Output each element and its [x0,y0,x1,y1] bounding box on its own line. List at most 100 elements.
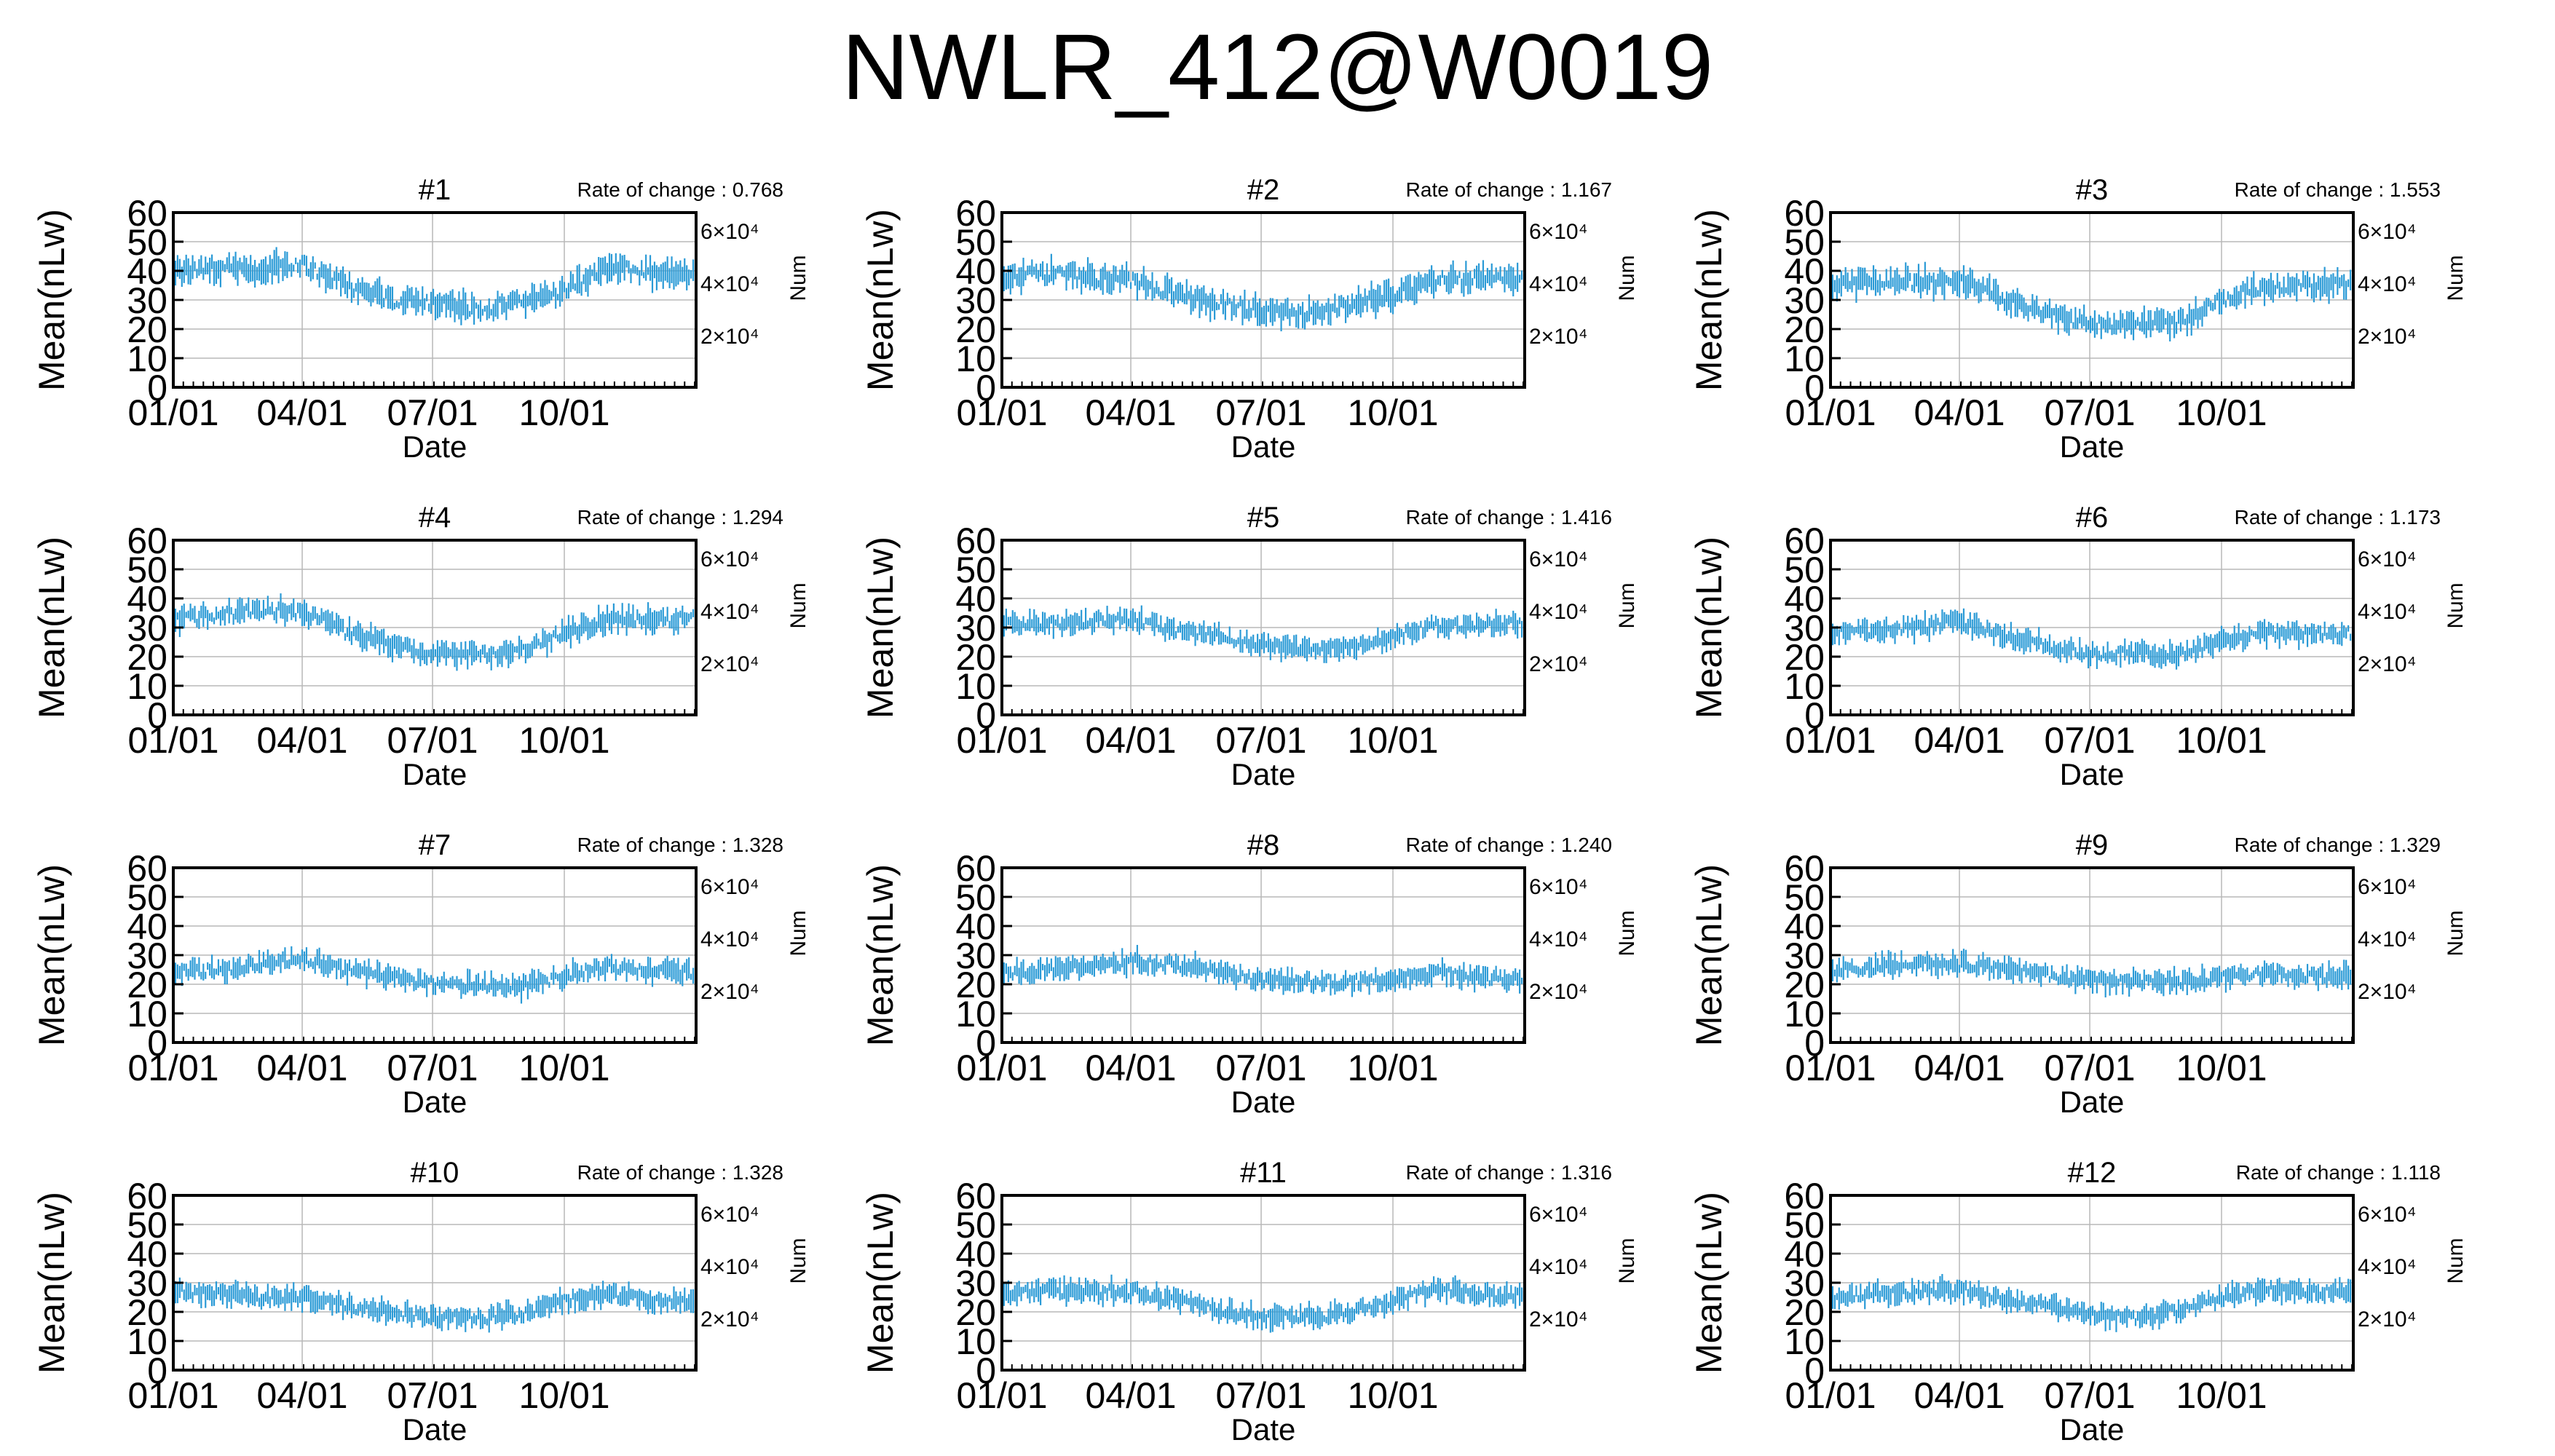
rate-prefix: Rate of change : [2235,506,2390,529]
y-tick-label: 50 [955,550,996,590]
x-tick-label: 01/01 [127,392,218,433]
y2-tick-label: 4×10⁴ [700,1255,759,1279]
x-tick-label: 04/01 [1085,1375,1176,1416]
y2-tick-label: 4×10⁴ [2358,600,2416,624]
gridlines [173,1195,696,1370]
series-data [1000,605,1525,663]
y-tick-label: 10 [1784,994,1825,1034]
rate-prefix: Rate of change : [2235,178,2390,201]
x-tick-label: 07/01 [2044,392,2135,433]
x-tick-label: 10/01 [1347,720,1438,761]
rate-value: 0.768 [732,178,783,201]
x-tick-label: 10/01 [2176,1048,2267,1088]
x-tick-label: 01/01 [956,720,1047,761]
y-tick-label: 30 [955,608,996,649]
x-tick-label: 01/01 [127,1375,218,1416]
minor-ticks [182,709,696,715]
y2-tick-label: 2×10⁴ [2358,1307,2416,1332]
y-tick-label: 20 [955,965,996,1005]
y-tick-label: 50 [127,550,167,590]
minor-ticks [182,381,696,387]
y-tick-label: 20 [1784,637,1825,678]
rate-of-change: Rate of change : 1.240 [1406,834,1612,856]
y-tick-label: 60 [955,1176,996,1216]
y2-axis-label: Num [2444,582,2468,628]
y2-tick-label: 6×10⁴ [2358,875,2416,899]
x-tick-label: 10/01 [518,1048,609,1088]
x-tick-label: 01/01 [1785,392,1876,433]
y-tick-label: 60 [1784,521,1825,561]
x-tick-label: 07/01 [1215,1048,1306,1088]
rate-value: 1.240 [1561,834,1612,856]
y-tick-label: 20 [127,965,167,1005]
x-tick-label: 10/01 [1347,1048,1438,1088]
y-tick-label: 20 [955,637,996,678]
y2-axis-label: Num [1615,910,1639,956]
y-tick-label: 20 [955,1292,996,1333]
rate-of-change: Rate of change : 1.329 [2235,834,2441,856]
y-tick-label: 10 [1784,1321,1825,1362]
y-tick-label: 30 [1784,935,1825,976]
x-tick-label: 07/01 [387,720,478,761]
x-tick-label: 04/01 [1914,720,2005,761]
rate-of-change: Rate of change : 1.416 [1406,506,1612,529]
y-tick-label: 10 [127,1321,167,1362]
gridlines [1001,868,1525,1042]
gridlines [1830,540,2353,715]
y-tick-label: 60 [127,848,167,889]
y-tick-label: 10 [955,666,996,707]
y2-tick-label: 2×10⁴ [1529,652,1587,676]
gridlines [1830,868,2353,1042]
rate-prefix: Rate of change : [1406,178,1561,201]
x-tick-label: 10/01 [518,392,609,433]
y-axis-label: Mean(nLw) [31,1192,72,1374]
y-tick-label: 50 [1784,1205,1825,1246]
x-axis-label: Date [2060,1085,2125,1119]
y-tick-label: 30 [1784,1263,1825,1304]
y-tick-label: 40 [1784,1234,1825,1275]
y-tick-label: 40 [1784,579,1825,620]
rate-prefix: Rate of change : [577,178,732,201]
y2-axis-label: Num [2444,255,2468,301]
x-tick-label: 10/01 [2176,1375,2267,1416]
y-tick-label: 30 [1784,608,1825,649]
y-tick-label: 40 [955,251,996,292]
chart-title: #7 [419,829,451,861]
rate-prefix: Rate of change : [2236,1161,2391,1184]
gridlines [1830,1195,2353,1370]
y-tick-label: 30 [127,1263,167,1304]
x-tick-label: 07/01 [387,1375,478,1416]
y-tick-label: 50 [955,1205,996,1246]
x-tick-label: 10/01 [2176,392,2267,433]
y2-axis-label: Num [786,1238,810,1283]
chart-title: #12 [2068,1157,2117,1189]
rate-prefix: Rate of change : [577,1161,732,1184]
y-axis-label: Mean(nLw) [860,537,901,719]
y-tick-label: 10 [955,1321,996,1362]
x-tick-label: 07/01 [387,392,478,433]
y-tick-label: 60 [127,1176,167,1216]
rate-value: 1.329 [2390,834,2441,856]
rate-prefix: Rate of change : [1406,834,1561,856]
y2-tick-label: 6×10⁴ [1529,220,1587,244]
y-axis-label: Mean(nLw) [31,864,72,1046]
y2-axis-label: Num [1615,1238,1639,1283]
y-tick-label: 40 [955,579,996,620]
x-axis-label: Date [1231,757,1296,791]
y-tick-label: 10 [127,339,167,379]
chart-title: #10 [411,1157,459,1189]
y2-tick-label: 4×10⁴ [2358,1255,2416,1279]
y-tick-label: 10 [127,994,167,1034]
y-tick-label: 50 [1784,877,1825,918]
y-axis-label: Mean(nLw) [860,209,901,391]
series-data [1000,253,1525,332]
y2-tick-label: 2×10⁴ [2358,325,2416,349]
x-tick-label: 01/01 [1785,1048,1876,1088]
x-axis-label: Date [403,1412,467,1447]
y-tick-label: 40 [127,1234,167,1275]
